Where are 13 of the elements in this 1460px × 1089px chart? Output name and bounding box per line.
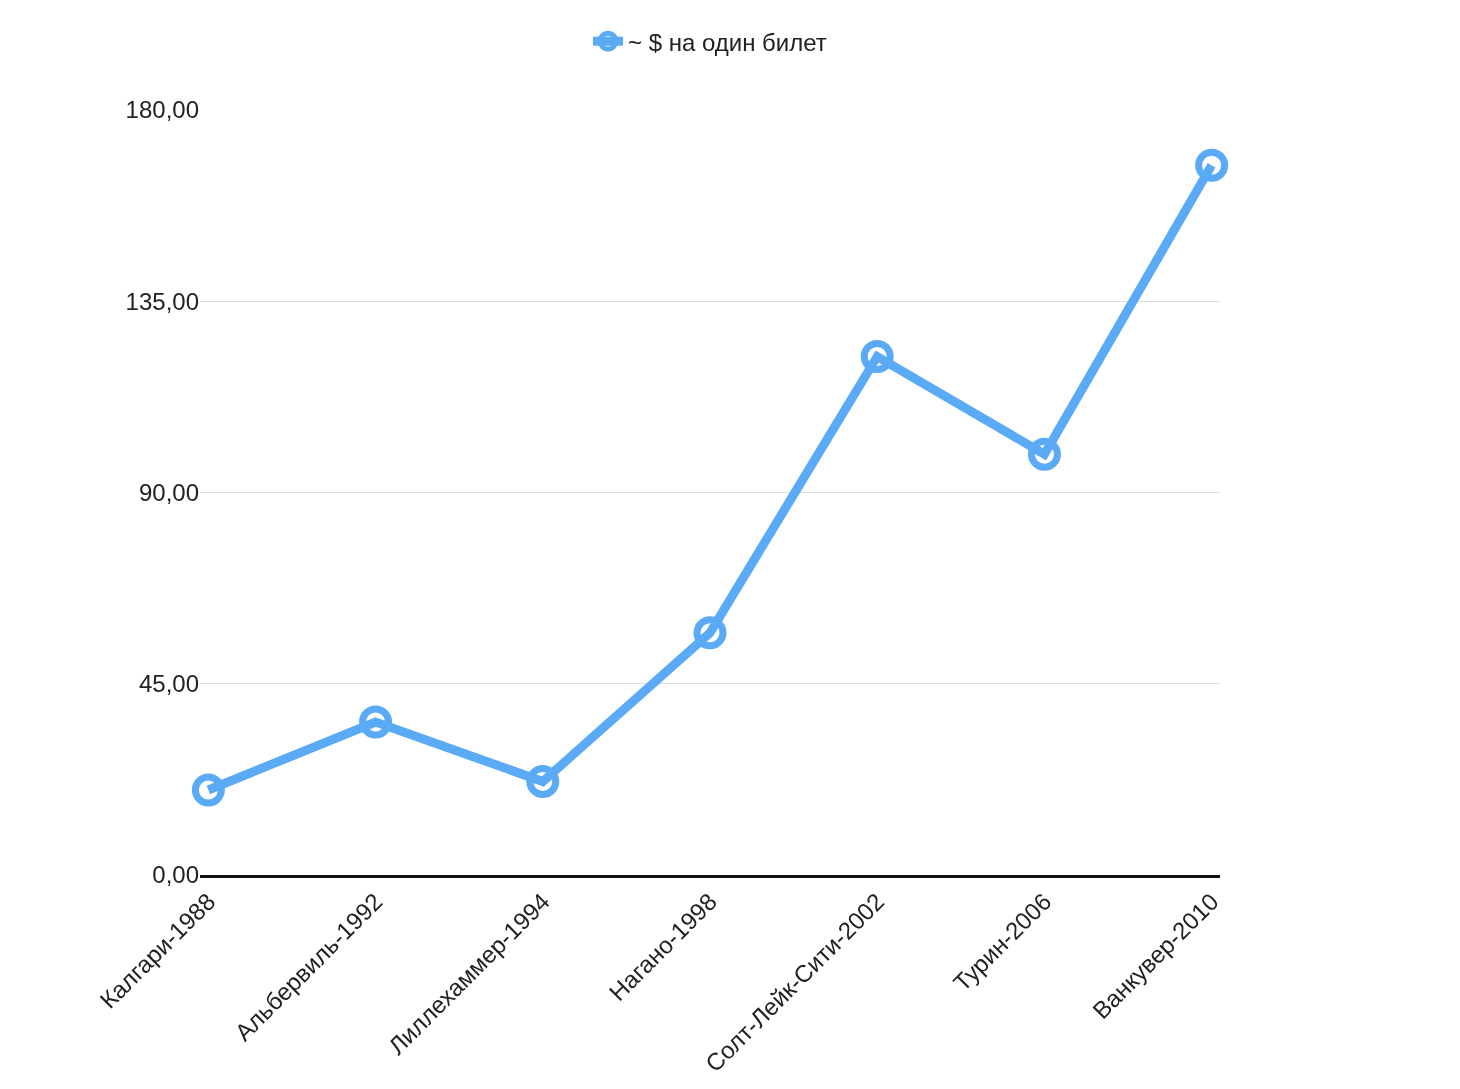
point <box>693 616 727 650</box>
y-tick-label: 0,00 <box>152 861 199 889</box>
point <box>860 340 894 373</box>
point <box>191 773 225 807</box>
legend-label: ~ $ на один билет <box>628 28 827 56</box>
point <box>359 705 393 739</box>
point <box>1195 148 1229 182</box>
y-tick-label: 180,00 <box>125 96 199 124</box>
point <box>526 765 560 798</box>
y-tick-label: 90,00 <box>138 478 199 506</box>
point <box>1027 437 1061 471</box>
y-tick-label: 135,00 <box>125 287 199 315</box>
y-tick-label: 45,00 <box>138 670 199 698</box>
